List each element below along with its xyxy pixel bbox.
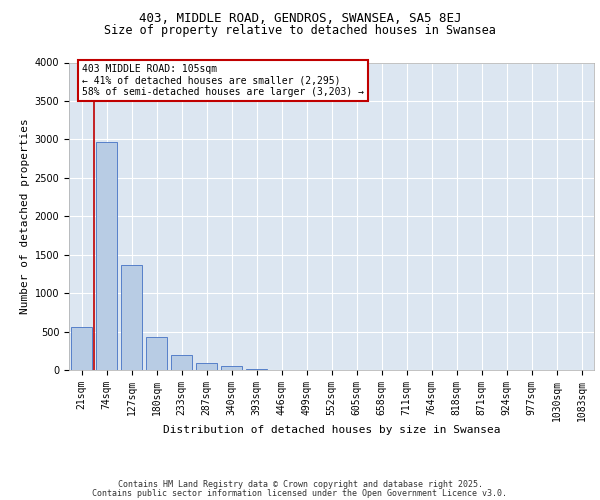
Text: Contains HM Land Registry data © Crown copyright and database right 2025.: Contains HM Land Registry data © Crown c… <box>118 480 482 489</box>
Bar <box>221 366 242 370</box>
Text: 403 MIDDLE ROAD: 105sqm
← 41% of detached houses are smaller (2,295)
58% of semi: 403 MIDDLE ROAD: 105sqm ← 41% of detache… <box>82 64 364 97</box>
Bar <box>171 354 192 370</box>
Text: Size of property relative to detached houses in Swansea: Size of property relative to detached ho… <box>104 24 496 37</box>
Bar <box>96 142 117 370</box>
Bar <box>121 264 142 370</box>
X-axis label: Distribution of detached houses by size in Swansea: Distribution of detached houses by size … <box>163 425 500 435</box>
Text: 403, MIDDLE ROAD, GENDROS, SWANSEA, SA5 8EJ: 403, MIDDLE ROAD, GENDROS, SWANSEA, SA5 … <box>139 12 461 26</box>
Bar <box>71 327 92 370</box>
Bar <box>146 337 167 370</box>
Y-axis label: Number of detached properties: Number of detached properties <box>20 118 31 314</box>
Text: Contains public sector information licensed under the Open Government Licence v3: Contains public sector information licen… <box>92 488 508 498</box>
Bar <box>196 363 217 370</box>
Bar <box>246 369 267 370</box>
